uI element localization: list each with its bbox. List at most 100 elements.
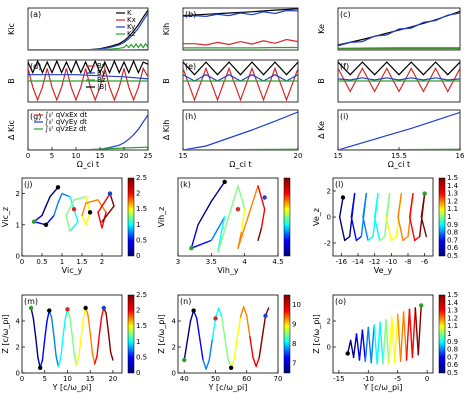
colorbar-tick-label: 0.9	[447, 221, 458, 229]
x-axis-label: Ω_ci t	[77, 160, 99, 169]
axes-frame	[182, 7, 299, 51]
trajectory-marker	[101, 305, 107, 311]
panel-label: (a)	[30, 10, 41, 19]
trajectory-marker	[31, 219, 37, 224]
x-tick-label: 15	[334, 152, 343, 160]
trajectory-marker	[87, 210, 93, 215]
axes-frame	[332, 177, 434, 257]
trajectory-segment	[236, 316, 242, 339]
series-line-1	[338, 12, 460, 47]
data-layer	[182, 306, 270, 370]
axes-frame	[177, 294, 279, 374]
x-tick-label: 20	[120, 152, 129, 160]
trajectory-segment	[362, 216, 369, 242]
trajectory-segment	[101, 205, 115, 223]
legend-entry: ∫₀ᵗ qVzEz dt	[45, 125, 86, 133]
series-line-Ky	[28, 12, 148, 50]
x-tick-label: -5	[394, 375, 401, 383]
y-tick-label: 2	[16, 190, 20, 198]
trajectory-segment	[57, 192, 63, 204]
series-line-0	[338, 10, 460, 46]
trajectory-segment	[405, 308, 411, 361]
trajectory-segment	[240, 208, 246, 234]
trajectory-segment	[343, 235, 351, 242]
colorbar-tick-label: 7	[292, 359, 296, 367]
y-tick-label: 0	[172, 370, 176, 378]
trajectory-segment	[190, 239, 213, 249]
colorbar	[438, 294, 446, 374]
trajectory-marker	[235, 207, 241, 212]
y-axis-label: Vih_z	[157, 207, 166, 228]
x-tick-label: 1.5	[76, 258, 87, 266]
panel-label: (f)	[340, 62, 349, 71]
trajectory-segment	[257, 185, 266, 210]
x-tick-label: 15.5	[391, 152, 407, 160]
data-layer	[28, 9, 148, 50]
x-tick-label: 3	[176, 258, 180, 266]
axes-frame	[21, 177, 123, 257]
x-tick-label: 4.5	[272, 258, 283, 266]
trajectory-segment	[109, 351, 114, 361]
trajectory-segment	[41, 205, 47, 217]
trajectory-segment	[87, 313, 91, 334]
trajectory-segment	[32, 317, 37, 338]
trajectory-segment	[73, 354, 78, 366]
trajectory-segment	[217, 185, 239, 253]
x-axis-label: Y [c/ω_pi]	[52, 383, 92, 392]
trajectory-segment	[211, 317, 217, 340]
panel-i: 15 15.5 16 (i) Δ Ke Ω_ci t	[317, 109, 465, 169]
axes-frame	[177, 177, 279, 257]
data-layer	[338, 61, 460, 93]
y-axis-label: Z [c/ω_pi]	[312, 314, 321, 353]
trajectory-marker	[28, 305, 34, 311]
panel-o: -15 -10 -5 0 0 2 (o) Z [c/ω_pi] Y [c/ω_pi] 1.51.4…	[312, 291, 459, 392]
trajectory-segment	[199, 338, 204, 361]
series-line-2	[183, 38, 298, 46]
x-axis-label: Vic_y	[62, 266, 83, 275]
trajectory-segment	[402, 311, 408, 361]
panel-label: (k)	[180, 180, 191, 189]
x-tick-label: 10	[72, 152, 81, 160]
panel-c: (c) Ke	[317, 7, 461, 51]
x-tick-label: 70	[274, 375, 283, 383]
colorbar-tick-label: 1.3	[447, 307, 458, 315]
trajectory-marker	[262, 195, 267, 200]
x-tick-label: 10	[63, 375, 72, 383]
x-tick-label: -10	[386, 258, 397, 266]
y-axis-label: B	[317, 78, 326, 84]
trajectory-segment	[379, 321, 384, 365]
x-tick-label: 0	[20, 258, 24, 266]
trajectory-segment	[350, 216, 358, 242]
x-tick-label: -10	[363, 375, 374, 383]
y-axis-label: Vic_z	[1, 207, 10, 227]
series-line-Bx	[28, 66, 148, 102]
panel-k: 3 3.5 4 4.5 (k) Vih_z Vih_y	[157, 177, 291, 275]
panel-label: (m)	[24, 297, 38, 306]
trajectory-segment	[196, 317, 201, 340]
colorbar-tick-label: 1.4	[447, 299, 459, 307]
trajectory-segment	[397, 313, 402, 362]
x-axis-label: Vih_y	[217, 266, 239, 275]
colorbar-tick-label: 1.2	[447, 197, 458, 205]
series-line-0	[338, 111, 460, 150]
colorbar-tick-label: 1.3	[447, 190, 458, 198]
colorbar-tick-label: 8	[292, 340, 296, 348]
colorbar-tick-label: 10	[292, 301, 301, 309]
trajectory-segment	[57, 358, 62, 368]
trajectory-marker	[228, 365, 234, 370]
trajectory-segment	[62, 319, 66, 339]
trajectory-segment	[183, 339, 189, 361]
x-tick-label: 3.5	[206, 258, 217, 266]
trajectory-segment	[81, 202, 87, 217]
trajectory-segment	[81, 214, 87, 226]
colorbar-tick-label: 0.5	[136, 353, 147, 361]
trajectory-segment	[350, 192, 356, 218]
panel-b: (b) Kih	[162, 7, 299, 51]
trajectory-marker	[422, 191, 427, 196]
trajectory-segment	[61, 192, 71, 198]
y-tick-label: 0	[327, 214, 331, 222]
series-line-|B|	[28, 60, 148, 75]
trajectory-segment	[107, 330, 112, 353]
trajectory-segment	[96, 334, 100, 357]
